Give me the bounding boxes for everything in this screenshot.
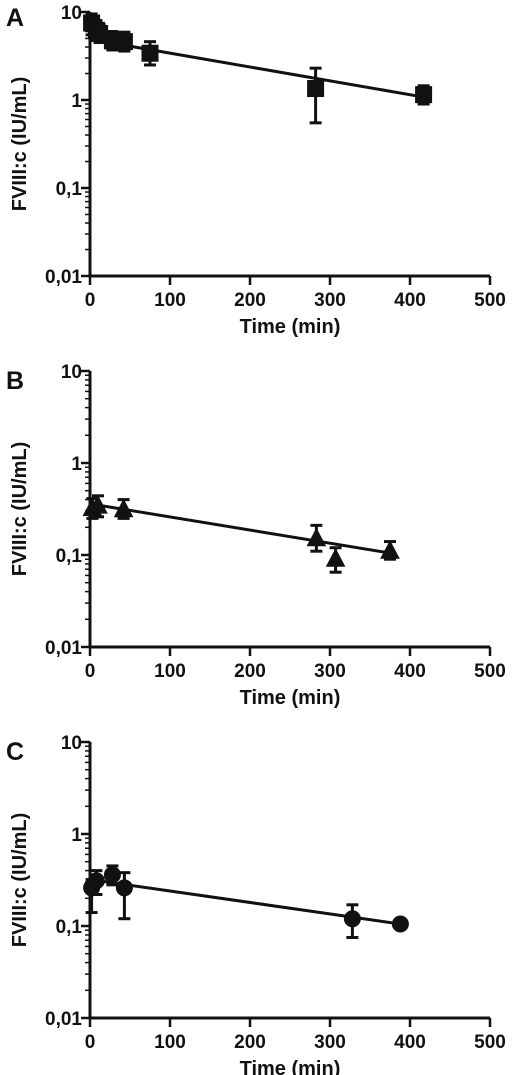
x-tick-label: 500 [474,290,506,311]
x-tick-label: 400 [394,1032,426,1053]
y-tick-label: 0,01 [45,638,82,659]
data-point-circle [115,879,133,897]
y-tick-label: 1 [71,91,82,112]
data-point-square [141,44,159,62]
x-tick-label: 100 [154,661,186,682]
y-tick-label: 0,1 [56,917,83,938]
x-tick-label: 200 [234,1032,266,1053]
x-tick-label: 0 [85,1032,96,1053]
data-point-square [307,80,325,98]
x-tick-label: 300 [314,661,346,682]
x-tick-label: 100 [154,290,186,311]
y-tick-label: 0,1 [56,546,83,567]
fit-line [89,502,391,555]
data-point-triangle [113,498,134,518]
data-point-square [415,86,433,104]
x-tick-label: 500 [474,661,506,682]
x-tick-label: 200 [234,661,266,682]
y-axis-title: FVIII:c (IU/mL) [9,442,31,576]
x-tick-label: 400 [394,661,426,682]
data-point-circle [87,872,105,890]
panel-label: A [6,4,24,32]
y-tick-label: 0,01 [45,267,82,288]
data-point-triangle [325,548,346,567]
data-point-triangle [380,540,400,559]
y-tick-label: 10 [61,362,82,383]
x-axis-title: Time (min) [240,687,341,709]
data-point-circle [391,915,409,933]
x-tick-label: 300 [314,290,346,311]
y-tick-label: 0,1 [56,179,83,200]
x-tick-label: 300 [314,1032,346,1053]
x-axis-title: Time (min) [240,1058,341,1075]
y-tick-label: 10 [61,3,82,24]
x-tick-label: 400 [394,290,426,311]
data-point-circle [103,866,121,884]
y-axis-title: FVIII:c (IU/mL) [9,77,31,211]
x-tick-label: 100 [154,1032,186,1053]
panel-label: C [6,738,24,766]
fit-line [89,37,424,99]
panel-label: B [6,367,24,395]
y-tick-label: 1 [71,825,82,846]
x-axis-title: Time (min) [240,316,341,338]
data-point-triangle [88,495,108,514]
x-tick-label: 0 [85,290,96,311]
x-tick-label: 200 [234,290,266,311]
y-tick-label: 10 [61,733,82,754]
y-tick-label: 1 [71,454,82,475]
data-point-circle [343,910,361,928]
y-tick-label: 0,01 [45,1009,82,1030]
y-axis-title: FVIII:c (IU/mL) [9,813,31,947]
data-point-square [115,33,133,51]
x-tick-label: 0 [85,661,96,682]
data-point-triangle [306,527,327,547]
x-tick-label: 500 [474,1032,506,1053]
